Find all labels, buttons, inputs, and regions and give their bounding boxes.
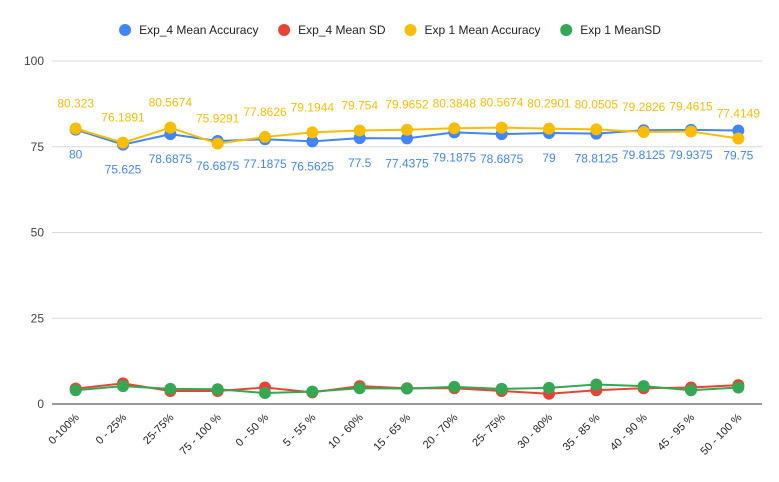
x-tick-label: 0 - 50 % xyxy=(234,411,272,449)
data-point xyxy=(543,381,555,394)
series-points xyxy=(69,121,745,400)
data-point xyxy=(448,380,461,393)
data-label: 79.8125 xyxy=(622,148,666,162)
data-point xyxy=(211,137,224,150)
x-tick-label: 25-75% xyxy=(141,411,176,446)
data-point xyxy=(590,378,603,391)
data-point xyxy=(306,126,319,139)
data-point xyxy=(685,384,697,397)
legend-label: Exp 1 MeanSD xyxy=(580,23,661,37)
legend-marker xyxy=(404,24,417,36)
data-label: 79.4615 xyxy=(669,99,713,113)
data-point xyxy=(590,123,603,136)
data-point xyxy=(448,122,461,135)
data-point xyxy=(69,384,82,397)
data-label: 79.1944 xyxy=(291,100,335,114)
data-label: 80.2901 xyxy=(527,97,571,111)
data-label: 79.1875 xyxy=(433,150,477,164)
legend-label: Exp_4 Mean SD xyxy=(298,23,386,37)
x-tick-label: 25- 75% xyxy=(470,411,508,449)
x-tick-label: 0-100% xyxy=(46,411,81,446)
data-point xyxy=(259,130,271,143)
data-point xyxy=(353,124,366,137)
data-label: 77.5 xyxy=(348,156,372,170)
data-point xyxy=(401,123,413,136)
x-tick-label: 75 - 100 % xyxy=(178,411,224,457)
legend-marker xyxy=(278,24,291,36)
data-point xyxy=(259,387,271,400)
data-label: 76.6875 xyxy=(196,159,240,173)
data-label: 77.1875 xyxy=(243,157,287,171)
y-tick-label: 100 xyxy=(24,54,44,68)
y-tick-label: 0 xyxy=(37,397,44,411)
data-point xyxy=(401,382,413,395)
data-point xyxy=(117,380,129,393)
data-point xyxy=(164,121,177,134)
y-tick-label: 25 xyxy=(31,311,45,325)
data-point xyxy=(732,132,745,145)
legend-marker xyxy=(560,24,573,36)
data-point xyxy=(306,135,319,148)
data-point xyxy=(164,382,177,395)
x-tick-label: 45 - 95 % xyxy=(655,411,697,453)
data-label: 80.5674 xyxy=(149,96,193,110)
data-label: 78.8125 xyxy=(575,152,619,166)
data-point xyxy=(495,121,508,134)
data-point xyxy=(211,383,224,396)
data-label: 77.4149 xyxy=(717,106,761,120)
x-tick-label: 35 - 85 % xyxy=(561,411,603,453)
data-label: 79 xyxy=(542,151,556,165)
data-point xyxy=(637,126,650,139)
data-label: 76.5625 xyxy=(291,159,335,173)
x-axis: 0-100% 0 - 25% 25-75% 75 - 100 % 0 - 50 % 5 -… xyxy=(46,411,744,457)
data-label: 80 xyxy=(69,148,83,162)
data-label: 77.8626 xyxy=(243,105,287,119)
data-label: 77.4375 xyxy=(385,156,429,170)
legend-label: Exp 1 Mean Accuracy xyxy=(425,23,541,37)
data-point xyxy=(637,380,650,393)
data-point xyxy=(495,382,508,395)
data-label: 80.0505 xyxy=(575,97,619,111)
x-tick-label: 40 - 90 % xyxy=(608,411,650,453)
y-axis: 0 25 50 75 100 xyxy=(24,54,44,411)
data-label: 78.6875 xyxy=(149,152,193,166)
data-label: 79.9652 xyxy=(385,98,429,112)
data-label: 80.323 xyxy=(57,96,94,110)
data-point xyxy=(685,125,697,138)
data-label: 75.625 xyxy=(105,163,142,177)
data-point xyxy=(353,382,366,395)
data-label: 78.6875 xyxy=(480,152,524,166)
data-label: 75.9291 xyxy=(196,112,240,126)
data-label: 76.1891 xyxy=(101,111,145,125)
data-point xyxy=(543,122,555,135)
y-tick-label: 75 xyxy=(31,140,45,154)
x-tick-label: 50 - 100 % xyxy=(698,411,744,457)
legend-marker xyxy=(119,24,132,36)
data-label: 79.9375 xyxy=(669,148,713,162)
x-tick-label: 30 - 80% xyxy=(516,411,556,451)
data-point xyxy=(69,122,82,135)
data-point xyxy=(401,132,413,145)
x-tick-label: 10 - 60% xyxy=(326,411,366,451)
data-label: 79.2826 xyxy=(622,100,666,114)
data-point xyxy=(306,385,319,398)
data-label: 80.3848 xyxy=(433,96,477,110)
legend: Exp_4 Mean Accuracy Exp_4 Mean SD Exp 1 Me… xyxy=(119,23,661,37)
data-label: 79.75 xyxy=(723,148,753,162)
x-tick-label: 0 - 25% xyxy=(94,411,129,446)
data-label: 79.754 xyxy=(341,98,378,112)
x-tick-label: 5 - 55 % xyxy=(281,411,319,449)
grid-lines xyxy=(52,60,762,405)
data-point xyxy=(732,381,745,394)
x-tick-label: 20 - 70% xyxy=(421,411,461,451)
data-label: 80.5674 xyxy=(480,96,524,110)
y-tick-label: 50 xyxy=(31,226,45,240)
data-point xyxy=(117,136,129,149)
x-tick-label: 15 - 65 % xyxy=(371,411,413,453)
legend-label: Exp_4 Mean Accuracy xyxy=(139,23,258,37)
